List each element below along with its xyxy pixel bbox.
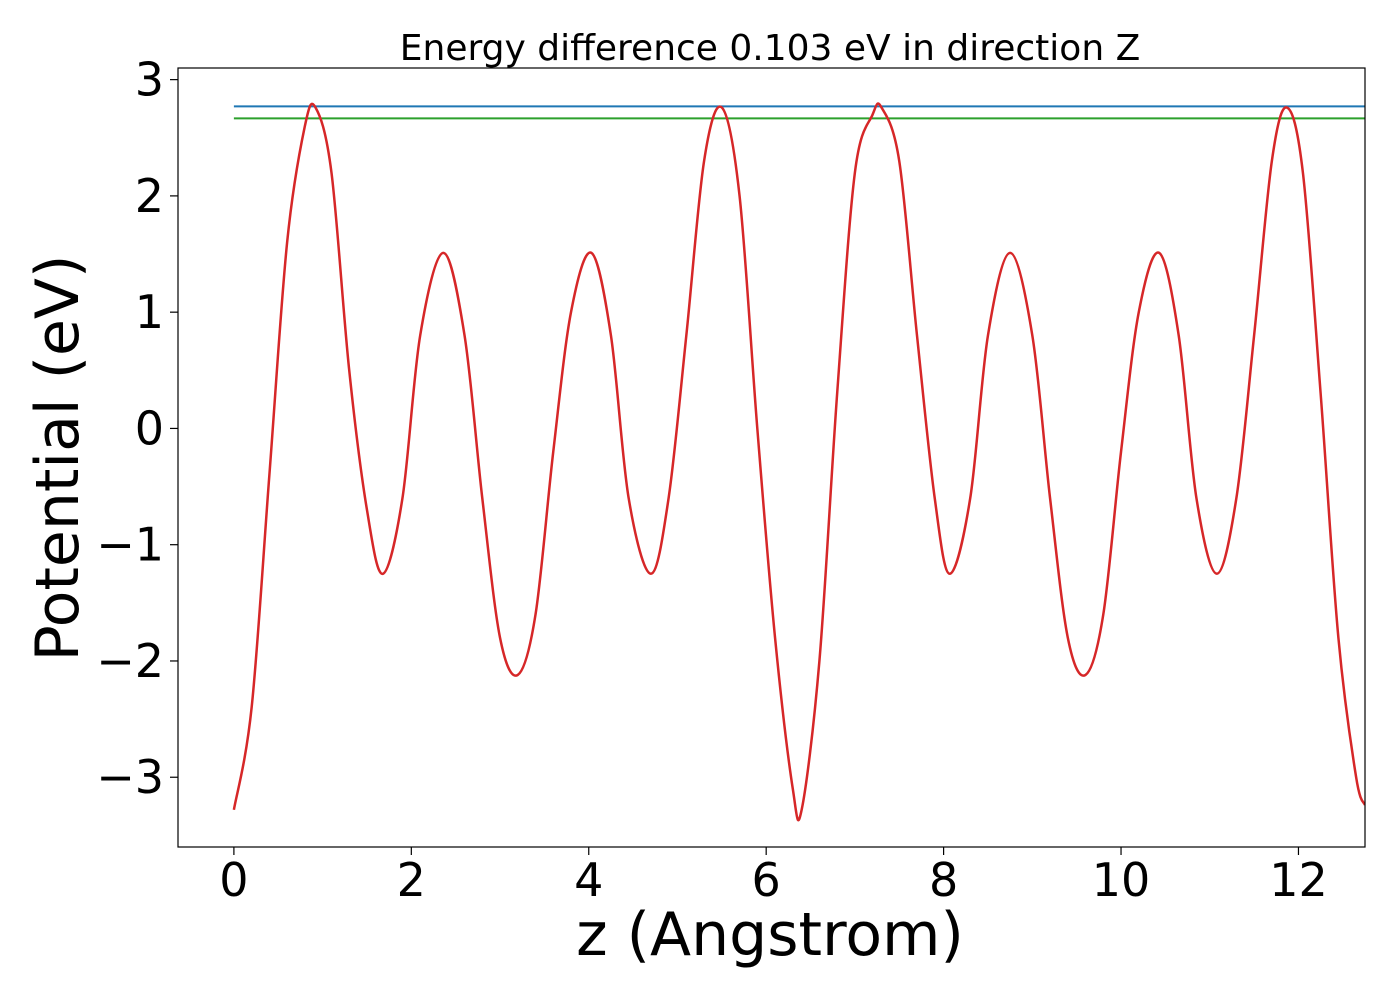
x-tick-label: 4	[574, 853, 603, 907]
chart-title: Energy difference 0.103 eV in direction …	[400, 28, 1141, 69]
x-tick-label: 0	[219, 853, 248, 907]
x-tick-label: 12	[1269, 853, 1328, 907]
plot-area	[232, 102, 1365, 822]
x-axis-label: z (Angstrom)	[576, 900, 964, 970]
y-tick-label: 1	[135, 285, 164, 339]
y-tick-label: −2	[96, 634, 164, 688]
y-tick-label: −1	[96, 518, 164, 572]
y-tick-label: 3	[135, 53, 164, 107]
y-tick-label: 0	[135, 401, 164, 455]
x-tick-label: 2	[397, 853, 426, 907]
y-axis-ticks: −3 −2 −1 0 1 2 3	[96, 53, 178, 804]
series-layer	[232, 102, 1365, 822]
y-tick-label: 2	[135, 169, 164, 223]
potential-curve	[232, 102, 1365, 822]
x-tick-label: 10	[1092, 853, 1151, 907]
y-tick-label: −3	[96, 750, 164, 804]
y-axis-label: Potential (eV)	[23, 255, 93, 662]
x-tick-label: 8	[929, 853, 958, 907]
x-tick-label: 6	[752, 853, 781, 907]
plot-frame	[177, 67, 1366, 848]
x-axis-ticks: 0 2 4 6 8 10 12	[219, 847, 1328, 907]
